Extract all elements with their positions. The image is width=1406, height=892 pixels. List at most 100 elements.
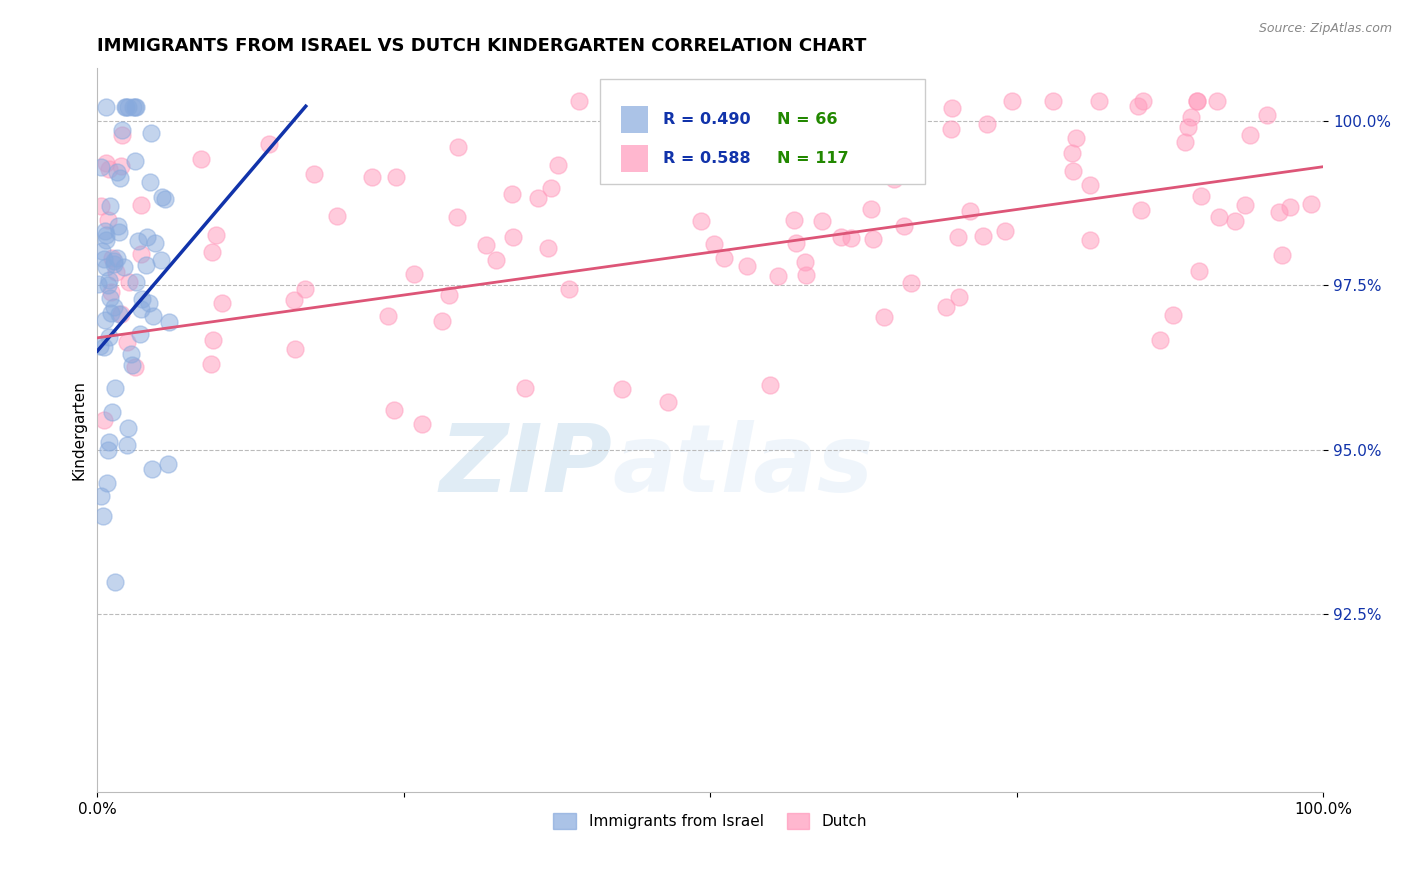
Point: [211, 296, 233, 310]
Point: [1208, 211, 1230, 225]
Text: R = 0.588: R = 0.588: [662, 151, 751, 166]
Point: [90, 160, 112, 174]
Point: [568, 94, 591, 108]
Point: [120, 347, 142, 361]
Point: [1299, 196, 1322, 211]
Point: [115, 335, 138, 350]
Point: [93, 508, 115, 523]
Point: [1225, 214, 1247, 228]
Point: [124, 100, 146, 114]
Point: [735, 259, 758, 273]
Point: [104, 381, 127, 395]
Point: [430, 314, 453, 328]
Point: [751, 97, 773, 112]
Point: [1129, 203, 1152, 218]
Point: [136, 230, 159, 244]
Point: [131, 198, 153, 212]
Point: [900, 276, 922, 290]
Point: [201, 244, 224, 259]
Point: [1128, 99, 1150, 113]
Point: [766, 269, 789, 284]
Point: [159, 315, 181, 329]
Point: [90, 489, 112, 503]
Point: [1149, 334, 1171, 348]
Point: [1187, 94, 1209, 108]
Point: [103, 300, 125, 314]
Point: [100, 285, 122, 300]
Point: [131, 292, 153, 306]
Point: [883, 172, 905, 186]
Point: [783, 212, 806, 227]
Point: [117, 275, 139, 289]
Point: [97, 435, 120, 450]
Point: [138, 295, 160, 310]
FancyBboxPatch shape: [621, 145, 648, 172]
Point: [94, 228, 117, 243]
Point: [540, 181, 562, 195]
Point: [98, 291, 121, 305]
Point: [294, 282, 316, 296]
Point: [886, 94, 908, 108]
Point: [959, 204, 981, 219]
Point: [446, 210, 468, 224]
Point: [527, 191, 550, 205]
Point: [96, 260, 118, 274]
Point: [129, 247, 152, 261]
Point: [941, 101, 963, 115]
Point: [117, 421, 139, 435]
Point: [93, 224, 115, 238]
Point: [114, 100, 136, 114]
Point: [976, 117, 998, 131]
Legend: Immigrants from Israel, Dutch: Immigrants from Israel, Dutch: [547, 806, 873, 835]
Point: [124, 359, 146, 374]
Point: [382, 403, 405, 417]
Point: [690, 213, 713, 227]
Point: [1078, 233, 1101, 247]
Point: [935, 300, 957, 314]
Point: [1180, 110, 1202, 124]
Text: IMMIGRANTS FROM ISRAEL VS DUTCH KINDERGARTEN CORRELATION CHART: IMMIGRANTS FROM ISRAEL VS DUTCH KINDERGA…: [97, 37, 866, 55]
Point: [89, 339, 111, 353]
Point: [411, 417, 433, 432]
Point: [877, 129, 900, 144]
Point: [114, 100, 136, 114]
Point: [94, 312, 117, 326]
Point: [1206, 94, 1229, 108]
Point: [110, 159, 132, 173]
Point: [156, 457, 179, 471]
Point: [97, 161, 120, 176]
Point: [830, 230, 852, 244]
Point: [713, 252, 735, 266]
Point: [1256, 108, 1278, 122]
Point: [810, 214, 832, 228]
Point: [873, 310, 896, 325]
Point: [97, 213, 120, 227]
Point: [135, 258, 157, 272]
Y-axis label: Kindergarten: Kindergarten: [72, 380, 86, 480]
Point: [1239, 128, 1261, 142]
FancyBboxPatch shape: [621, 106, 648, 133]
Point: [1177, 120, 1199, 135]
Point: [110, 307, 132, 321]
Point: [547, 158, 569, 172]
Point: [1161, 308, 1184, 322]
Point: [128, 327, 150, 342]
Point: [125, 275, 148, 289]
Text: Source: ZipAtlas.com: Source: ZipAtlas.com: [1258, 22, 1392, 36]
Point: [994, 224, 1017, 238]
Point: [105, 265, 128, 279]
Point: [87, 277, 110, 292]
Point: [284, 342, 307, 356]
Point: [94, 155, 117, 169]
Point: [122, 100, 145, 114]
Point: [769, 145, 792, 160]
Point: [1064, 131, 1087, 145]
Point: [948, 290, 970, 304]
Point: [759, 378, 782, 392]
Point: [139, 175, 162, 189]
Point: [105, 251, 128, 265]
Point: [141, 461, 163, 475]
Point: [1188, 264, 1211, 278]
Point: [108, 225, 131, 239]
Point: [111, 122, 134, 136]
